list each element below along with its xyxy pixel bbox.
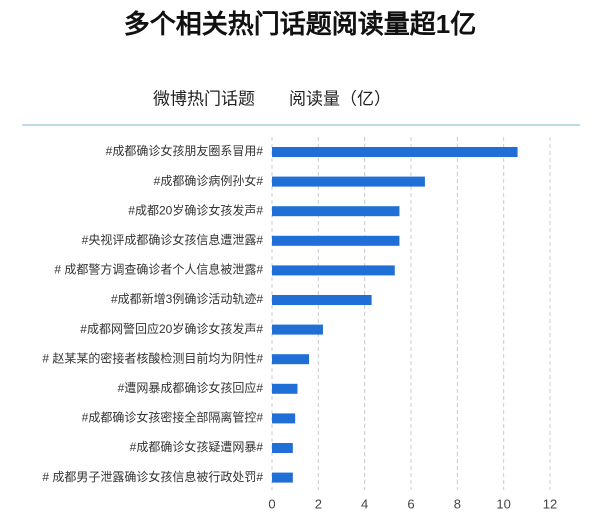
bar [272, 324, 323, 335]
value-header: 阅读量（亿） [289, 89, 391, 108]
bar [272, 147, 518, 157]
y-tick-label: #成都确诊女孩密接全部隔离管控# [82, 410, 264, 425]
y-tick-label: #成都确诊女孩疑遭网暴# [130, 439, 264, 454]
x-tick-label: 2 [315, 496, 322, 511]
bar [272, 443, 293, 453]
y-tick-label: #成都20岁确诊女孩发声# [128, 202, 263, 217]
chart-title: 多个相关热门话题阅读量超1亿 [124, 9, 476, 39]
bar [272, 206, 400, 217]
y-tick-label: #成都确诊女孩朋友圈系冒用# [106, 143, 264, 158]
y-tick-label: #成都确诊病例孙女# [154, 173, 264, 188]
x-tick-label: 8 [454, 496, 461, 511]
bar [272, 472, 293, 483]
bar [272, 265, 395, 276]
bar [272, 383, 298, 394]
y-tick-label: #成都新增3例确诊活动轨迹# [111, 291, 263, 306]
x-tick-label: 10 [496, 496, 510, 511]
bar [272, 295, 372, 305]
x-tick-label: 12 [543, 496, 557, 511]
category-header: 微博热门话题 [153, 89, 255, 108]
x-tick-label: 0 [268, 496, 275, 511]
y-tick-label: #成都网警回应20岁确诊女孩发声# [80, 321, 263, 336]
bar [272, 176, 425, 187]
y-tick-label: # 赵某某的密接者核酸检测目前均为阴性# [42, 350, 263, 365]
bar [272, 413, 296, 424]
y-tick-label: # 成都男子泄露确诊女孩信息被行政处罚# [42, 469, 263, 484]
bar [272, 235, 400, 246]
bar [272, 354, 310, 365]
y-tick-label: #遭网暴成都确诊女孩回应# [118, 380, 264, 395]
x-tick-label: 4 [361, 496, 368, 511]
y-tick-label: # 成都警方调查确诊者个人信息被泄露# [54, 262, 263, 277]
y-tick-label: #央视评成都确诊女孩信息遭泄露# [82, 232, 264, 247]
x-tick-label: 6 [407, 496, 414, 511]
